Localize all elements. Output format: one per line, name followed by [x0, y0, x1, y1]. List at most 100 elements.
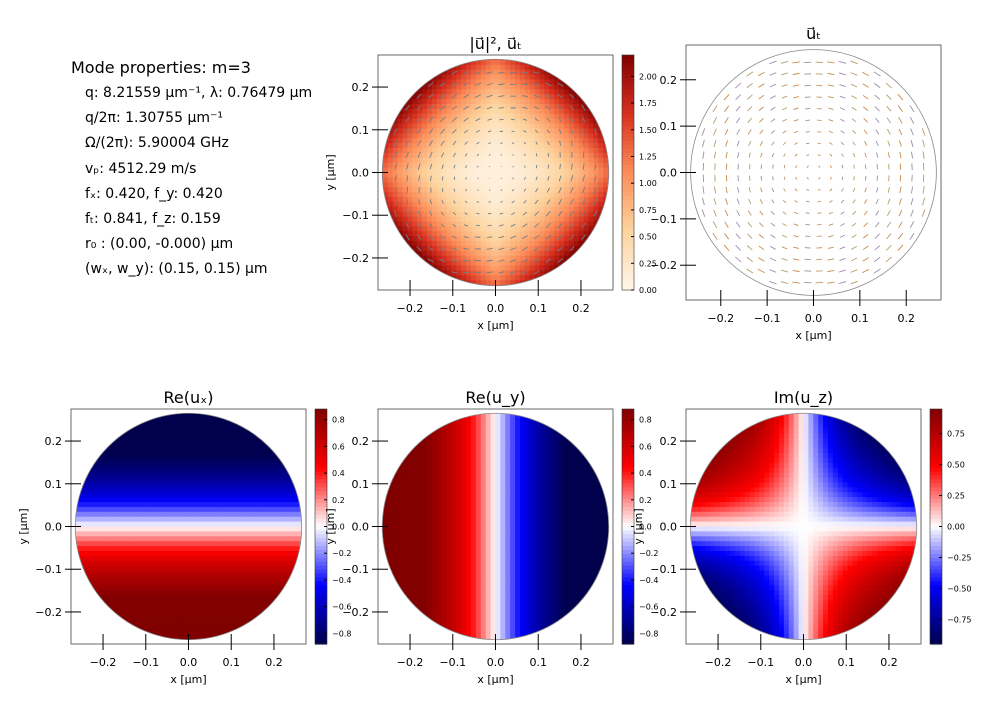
- vector-arrow: [593, 186, 597, 194]
- vector-arrow: [452, 223, 457, 227]
- x-tick-label: 0.2: [572, 302, 590, 315]
- x-axis-label: x [μm]: [477, 319, 513, 332]
- vector-arrow: [737, 152, 740, 159]
- vector-arrow: [439, 93, 446, 99]
- vector-arrow: [760, 152, 763, 158]
- vector-arrow: [441, 164, 444, 169]
- vector-arrow: [428, 140, 433, 147]
- vector-arrow: [782, 211, 787, 215]
- vector-arrow: [827, 84, 835, 87]
- vector-arrow: [464, 212, 468, 215]
- y-tick-label: −0.2: [650, 606, 677, 619]
- vector-arrow: [533, 258, 540, 263]
- vector-arrow: [486, 271, 493, 274]
- vector-arrow: [486, 259, 493, 262]
- vector-arrow: [593, 210, 598, 217]
- vector-arrow: [909, 232, 915, 240]
- vector-arrow: [886, 233, 892, 240]
- vector-arrow: [899, 151, 902, 159]
- vector-arrow: [557, 246, 563, 252]
- vector-arrow: [887, 186, 890, 193]
- vector-arrow: [805, 131, 810, 133]
- vector-arrow: [533, 94, 540, 98]
- vector-arrow: [781, 107, 788, 111]
- vector-arrow: [477, 165, 479, 168]
- vector-arrow: [463, 129, 469, 134]
- vector-arrow: [725, 151, 728, 159]
- vector-arrow: [522, 211, 528, 216]
- vector-arrow: [416, 128, 422, 135]
- vector-arrow: [829, 142, 833, 145]
- vector-arrow: [852, 153, 856, 158]
- vector-arrow: [723, 93, 730, 101]
- vector-arrow: [862, 245, 869, 251]
- vector-arrow: [898, 140, 902, 147]
- vector-arrow: [545, 222, 551, 228]
- vector-arrow: [569, 234, 575, 240]
- vector-arrow: [735, 233, 741, 240]
- x-tick-label: 0.0: [180, 656, 198, 669]
- vector-arrow: [724, 209, 729, 217]
- vector-arrow: [794, 130, 799, 134]
- vector-arrow: [873, 268, 881, 274]
- colorbar-tick-label: 0.2: [639, 496, 652, 505]
- vector-arrow: [453, 188, 456, 192]
- vector-arrow: [769, 257, 777, 262]
- vector-arrow: [769, 245, 776, 250]
- vector-arrow: [864, 187, 867, 193]
- vector-arrow: [464, 224, 469, 227]
- vector-arrow: [712, 232, 718, 240]
- vector-arrow: [746, 71, 754, 77]
- vector-arrow: [557, 105, 563, 111]
- colorbar-tick-label: 0.00: [947, 523, 965, 532]
- vector-arrow: [557, 222, 563, 229]
- vector-arrow: [748, 187, 751, 193]
- vector-arrow: [594, 163, 597, 170]
- vector-arrow: [783, 176, 786, 181]
- vector-arrow: [546, 199, 551, 205]
- y-axis-label: y [μm]: [632, 508, 645, 544]
- vector-arrow: [747, 233, 753, 239]
- vector-arrow: [582, 175, 585, 182]
- vector-arrow: [840, 141, 845, 146]
- vector-arrow: [748, 140, 752, 147]
- vector-arrow: [430, 175, 432, 182]
- vector-arrow: [487, 118, 492, 121]
- vector-arrow: [713, 186, 717, 194]
- fiber-boundary: [690, 49, 937, 296]
- vector-arrow: [827, 61, 835, 64]
- vector-arrow: [770, 129, 775, 134]
- vector-arrow: [887, 140, 891, 147]
- vector-arrow: [547, 176, 550, 181]
- vector-arrow: [770, 118, 776, 123]
- y-axis-label: y [μm]: [324, 508, 337, 544]
- colorbar-tick-label: 0.8: [332, 416, 345, 425]
- vector-arrow: [417, 163, 421, 170]
- vector-arrow: [582, 186, 586, 194]
- vector-arrow: [874, 106, 880, 112]
- vector-arrow: [875, 198, 879, 205]
- vector-arrow: [910, 140, 914, 148]
- vector-arrow: [427, 258, 434, 263]
- vector-arrow: [769, 280, 777, 285]
- colorbar-tick-label: 1.25: [639, 152, 657, 161]
- vector-arrow: [781, 84, 788, 88]
- colorbar-tick-label: −0.25: [947, 553, 972, 562]
- vector-arrow: [734, 256, 742, 263]
- vector-arrow: [546, 129, 550, 134]
- y-axis-label: y [μm]: [324, 154, 337, 190]
- vector-arrow: [839, 234, 846, 238]
- vector-arrow: [713, 128, 717, 136]
- vector-arrow: [702, 186, 705, 194]
- vector-arrow: [723, 244, 730, 252]
- vector-arrow: [451, 235, 457, 239]
- vector-arrow: [781, 257, 788, 261]
- vector-arrow: [440, 140, 445, 146]
- vector-arrow: [498, 83, 505, 86]
- vector-arrow: [769, 60, 777, 65]
- vector-arrow: [922, 139, 926, 148]
- vector-arrow: [838, 269, 846, 273]
- vector-arrow: [793, 235, 799, 238]
- vector-arrow: [534, 199, 539, 205]
- vector-arrow: [909, 116, 915, 124]
